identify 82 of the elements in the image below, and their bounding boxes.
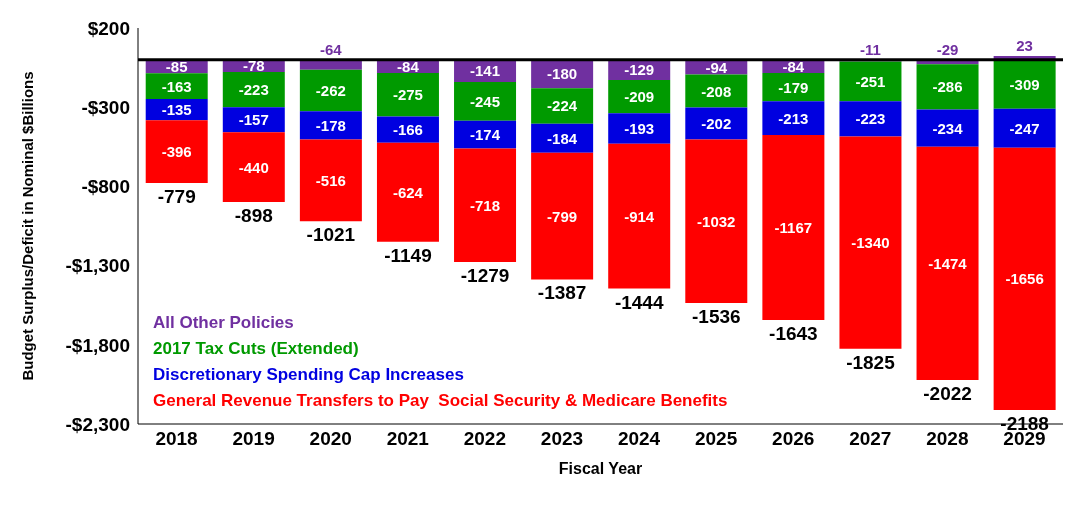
- x-tick-label: 2019: [232, 428, 275, 450]
- total-label: -1643: [769, 322, 818, 344]
- data-label: -624: [392, 183, 424, 201]
- data-label: -718: [470, 196, 501, 214]
- data-label: -223: [238, 81, 269, 99]
- total-label: -1825: [846, 351, 896, 373]
- data-label: -141: [470, 62, 501, 80]
- data-label: -275: [392, 86, 423, 104]
- total-label: -1149: [384, 244, 432, 266]
- data-label: -179: [778, 78, 809, 96]
- total-label: -1444: [614, 291, 664, 313]
- data-label: -178: [315, 116, 346, 134]
- data-label: -29: [936, 40, 959, 58]
- x-tick-label: 2026: [772, 428, 815, 450]
- text: 2017 Tax Cuts (Extended): [153, 338, 360, 360]
- total-label: -1387: [537, 282, 587, 304]
- data-label: -309: [1009, 75, 1040, 93]
- data-label: -1340: [851, 234, 890, 252]
- data-label: -1032: [697, 212, 736, 230]
- data-label: -184: [547, 129, 578, 147]
- y-tick-label: -$1,800: [65, 334, 130, 356]
- data-label: -209: [624, 88, 655, 106]
- data-label: -208: [701, 82, 732, 100]
- data-label: -286: [932, 78, 963, 96]
- data-label: -224: [547, 97, 578, 115]
- x-tick-label: 2024: [617, 428, 661, 450]
- data-label: -135: [161, 101, 192, 119]
- data-label: -223: [855, 110, 886, 128]
- data-label: -129: [624, 61, 655, 79]
- total-label: -1536: [691, 305, 741, 327]
- data-label: -64: [320, 40, 343, 58]
- data-label: -84: [397, 57, 420, 75]
- data-label: -180: [547, 65, 578, 83]
- data-label: -251: [855, 72, 886, 90]
- data-label: -516: [315, 171, 346, 189]
- data-label: -245: [470, 92, 501, 110]
- x-tick-label: 2025: [694, 428, 738, 450]
- data-label: -396: [161, 143, 192, 161]
- x-axis-title: Fiscal Year: [558, 460, 643, 477]
- y-tick-label: -$300: [81, 96, 130, 118]
- data-label: -85: [165, 57, 188, 75]
- data-label: -1167: [774, 219, 813, 236]
- data-label: -247: [1009, 119, 1040, 137]
- text: General Revenue Transfers to Pay Social Security & Medicare Benefits: [153, 390, 728, 412]
- total-label: -1279: [460, 265, 510, 287]
- data-label: -1474: [928, 254, 968, 272]
- y-tick-label: $200: [87, 17, 130, 39]
- data-label: -163: [161, 77, 192, 95]
- data-label: -234: [932, 119, 964, 137]
- x-tick-label: 2021: [386, 428, 430, 450]
- total-label: -1021: [306, 224, 356, 246]
- data-label: -157: [238, 111, 269, 129]
- data-label: -213: [778, 109, 809, 127]
- data-label: -78: [242, 57, 265, 75]
- data-label: 23: [1016, 37, 1033, 55]
- data-label: -440: [238, 158, 269, 176]
- x-tick-label: 2018: [155, 428, 198, 450]
- data-label: -202: [701, 115, 732, 133]
- total-label: -779: [157, 186, 196, 208]
- y-axis-title: Budget Surplus/Deficit in Nominal $Billions: [19, 71, 37, 381]
- total-label: -2022: [923, 383, 972, 405]
- text: Discretionary Spending Cap Increases: [153, 364, 465, 386]
- data-label: -799: [547, 207, 578, 225]
- text: All Other Policies: [153, 313, 294, 332]
- total-label: -898: [234, 204, 273, 226]
- x-tick-label: 2028: [926, 428, 969, 450]
- x-tick-label: 2020: [309, 428, 352, 450]
- data-label: -166: [392, 121, 423, 139]
- data-label: -11: [860, 40, 881, 58]
- x-tick-label: 2027: [849, 428, 892, 450]
- data-label: -262: [315, 82, 346, 100]
- data-label: -84: [782, 57, 805, 75]
- y-tick-label: -$1,300: [65, 255, 130, 277]
- y-tick-label: -$2,300: [65, 413, 130, 435]
- x-tick-label: 2022: [463, 428, 507, 450]
- data-label: -1656: [1005, 270, 1044, 288]
- x-tick-label: 2023: [540, 428, 584, 450]
- data-label: -193: [624, 120, 655, 137]
- data-label: -174: [470, 126, 501, 144]
- data-label: -914: [624, 207, 655, 225]
- data-label: -94: [705, 58, 728, 76]
- y-tick-label: -$800: [81, 176, 130, 198]
